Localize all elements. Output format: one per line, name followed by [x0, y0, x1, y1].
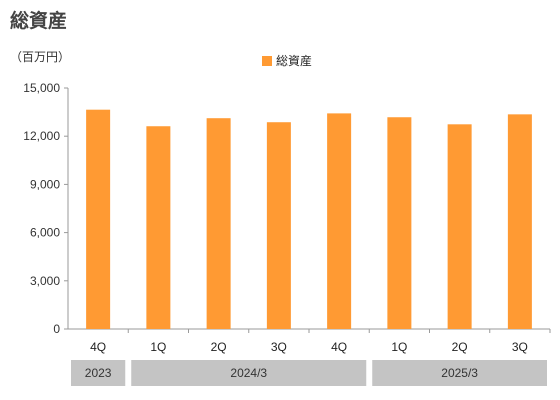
bar: [206, 118, 231, 330]
y-tick-label: 6,000: [30, 226, 60, 240]
group-label: 2023: [85, 366, 112, 380]
y-tick-label: 15,000: [23, 81, 60, 95]
y-tick-label: 9,000: [30, 177, 60, 191]
group-band: [372, 360, 547, 386]
group-label: 2024/3: [230, 366, 267, 380]
x-tick-label: 2Q: [452, 340, 468, 354]
bar: [507, 114, 532, 329]
bar: [86, 109, 111, 329]
bar: [387, 117, 412, 329]
chart-title: 総資産: [10, 10, 68, 32]
x-tick-label: 4Q: [90, 340, 106, 354]
y-tick-label: 0: [53, 322, 60, 336]
x-tick-label: 3Q: [512, 340, 528, 354]
group-band: [71, 360, 126, 386]
group-label: 2025/3: [441, 366, 478, 380]
legend: 総資産: [262, 52, 312, 69]
bar: [447, 124, 472, 329]
y-tick-label: 12,000: [23, 129, 60, 143]
x-tick-label: 4Q: [331, 340, 347, 354]
bar: [146, 126, 171, 329]
x-tick-label: 1Q: [150, 340, 166, 354]
legend-swatch: [262, 55, 272, 66]
y-axis-unit-label: （百万円）: [10, 50, 71, 64]
y-tick-label: 3,000: [30, 274, 60, 288]
legend-label: 総資産: [276, 54, 313, 68]
x-tick-label: 1Q: [391, 340, 407, 354]
group-band: [131, 360, 367, 386]
bar: [327, 113, 352, 329]
x-tick-label: 2Q: [211, 340, 227, 354]
x-tick-label: 3Q: [271, 340, 287, 354]
bar: [266, 122, 291, 329]
